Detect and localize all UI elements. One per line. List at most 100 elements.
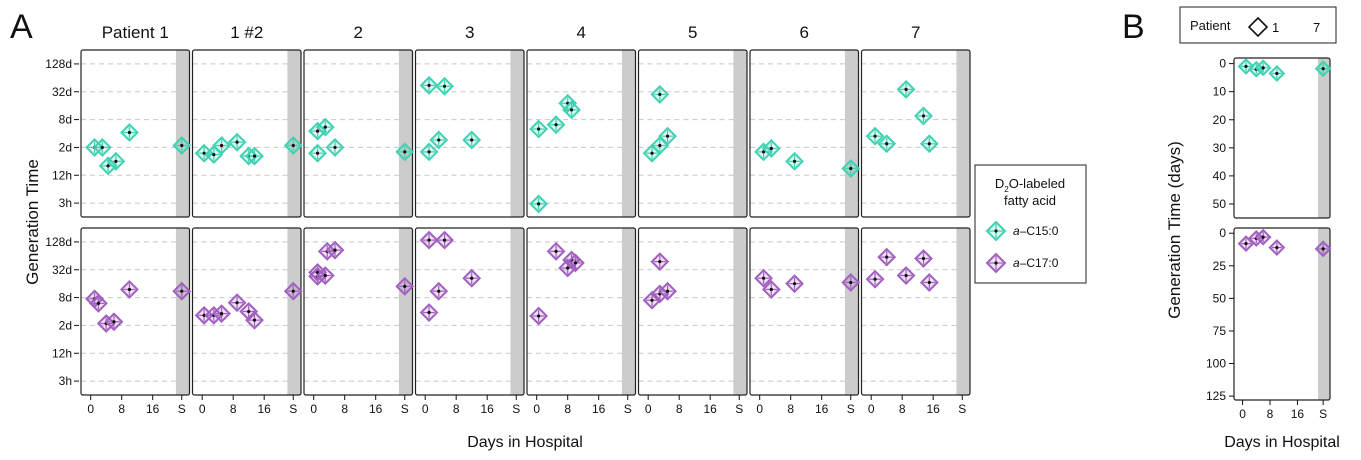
- data-point-center: [316, 152, 319, 155]
- data-point-center: [928, 281, 931, 284]
- data-point-center: [470, 138, 473, 141]
- y-tick-label: 100: [1206, 357, 1226, 371]
- facet-panel: [304, 50, 413, 217]
- shaded-region: [622, 228, 636, 395]
- data-point-center: [1262, 236, 1265, 239]
- data-point-center: [873, 278, 876, 281]
- shaded-region: [622, 50, 636, 217]
- data-point-center: [443, 85, 446, 88]
- data-point-center: [112, 320, 115, 323]
- data-point-center: [570, 108, 573, 111]
- facet-panel: [750, 50, 859, 217]
- x-tick-label: 8: [341, 402, 348, 416]
- data-point-center: [1275, 246, 1278, 249]
- data-point-center: [427, 239, 430, 242]
- facet-title: 5: [688, 23, 697, 42]
- y-tick-label: 8d: [59, 291, 72, 305]
- y-axis-label: Generation Time (days): [1165, 141, 1184, 319]
- x-tick-label: 16: [146, 402, 160, 416]
- data-point-center: [101, 146, 104, 149]
- y-tick-label: 2d: [59, 140, 72, 154]
- data-point-center: [922, 114, 925, 117]
- x-tick-label: 0: [533, 402, 540, 416]
- data-point-center: [324, 274, 327, 277]
- y-tick-label: 25: [1213, 259, 1227, 273]
- facet-panel: [527, 228, 636, 395]
- x-tick-label: 8: [787, 402, 794, 416]
- data-point-center: [904, 274, 907, 277]
- data-point-center: [658, 93, 661, 96]
- x-tick-label: S: [624, 402, 632, 416]
- shaded-region: [956, 50, 970, 217]
- data-point-center: [253, 319, 256, 322]
- data-point-center: [650, 152, 653, 155]
- legend-title-rest: O-labeled: [1009, 176, 1065, 191]
- data-point-center: [650, 299, 653, 302]
- legend-title-line2: fatty acid: [1004, 193, 1056, 208]
- x-tick-label: 8: [230, 402, 237, 416]
- x-tick-label: 16: [592, 402, 606, 416]
- data-point-center: [443, 239, 446, 242]
- legend-b-entry: 7: [1313, 20, 1320, 35]
- data-point-center: [220, 312, 223, 315]
- data-point-center: [554, 250, 557, 253]
- x-axis-label: Days in Hospital: [1224, 434, 1340, 451]
- y-tick-label: 128d: [45, 57, 72, 71]
- data-point-center: [235, 141, 238, 144]
- data-point-center: [574, 261, 577, 264]
- y-tick-label: 125: [1206, 389, 1226, 403]
- x-tick-label: S: [847, 402, 855, 416]
- y-tick-label: 12h: [52, 168, 72, 182]
- data-point-center: [180, 290, 183, 293]
- data-point-center: [403, 150, 406, 153]
- x-tick-label: S: [178, 402, 186, 416]
- shaded-region: [1318, 58, 1330, 218]
- data-point-center: [849, 167, 852, 170]
- facet-title: 1 #2: [230, 23, 263, 42]
- facet-panel: [81, 228, 190, 395]
- data-point-center: [1275, 72, 1278, 75]
- y-tick-label: 8d: [59, 113, 72, 127]
- data-point-center: [658, 260, 661, 263]
- data-point-center: [1262, 66, 1265, 69]
- panel-letter-a: A: [10, 8, 33, 46]
- x-tick-label: 0: [756, 402, 763, 416]
- data-point-center: [403, 285, 406, 288]
- x-tick-label: 8: [676, 402, 683, 416]
- shaded-region: [845, 228, 859, 395]
- data-point-center: [427, 150, 430, 153]
- facet-title: Patient 1: [102, 23, 169, 42]
- shaded-region: [399, 228, 413, 395]
- x-tick-label: 0: [1239, 407, 1246, 421]
- data-point-center: [537, 314, 540, 317]
- x-tick-label: S: [958, 402, 966, 416]
- facet-border: [750, 228, 859, 395]
- data-point-center: [885, 142, 888, 145]
- shaded-region: [510, 228, 524, 395]
- shaded-region: [733, 228, 747, 395]
- y-tick-label: 0: [1219, 57, 1226, 71]
- data-point-center: [292, 144, 295, 147]
- legend-b-entry: 1: [1272, 20, 1279, 35]
- x-tick-label: 0: [199, 402, 206, 416]
- shaded-region: [510, 50, 524, 217]
- facet-border: [639, 50, 748, 217]
- subpanel-border: [1234, 58, 1330, 218]
- data-point-center: [292, 290, 295, 293]
- y-tick-label: 0: [1219, 226, 1226, 240]
- y-tick-label: 75: [1213, 324, 1227, 338]
- data-point-center: [128, 131, 131, 134]
- x-tick-label: 16: [1291, 407, 1305, 421]
- x-tick-label: S: [289, 402, 297, 416]
- data-point-center: [220, 144, 223, 147]
- facet-panel: [416, 50, 525, 217]
- y-tick-label: 50: [1213, 197, 1227, 211]
- data-point-center: [247, 310, 250, 313]
- x-tick-label: S: [1319, 407, 1327, 421]
- legend-label-suffix: –C17:0: [1020, 256, 1059, 270]
- legend-label-suffix: –C15:0: [1020, 224, 1059, 238]
